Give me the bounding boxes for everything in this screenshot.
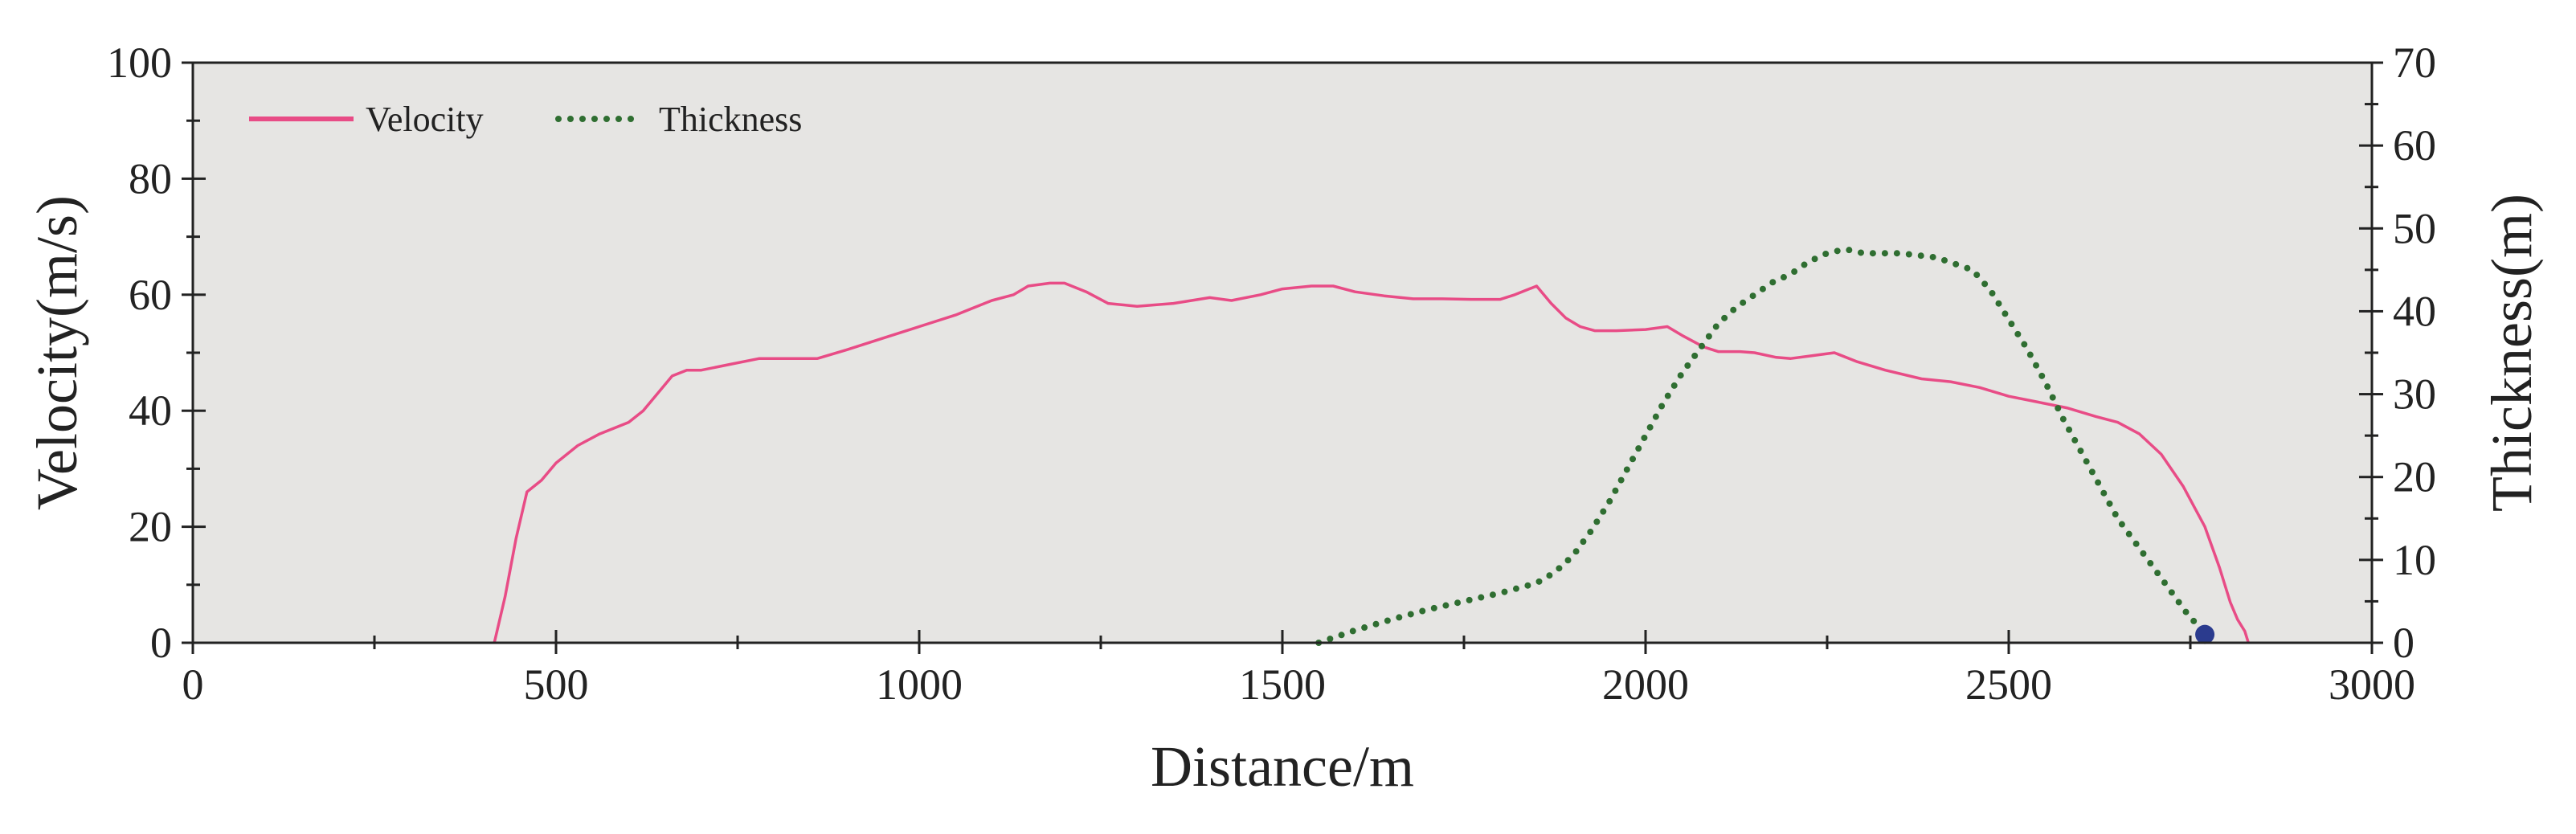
y-tick-label: 40 (129, 386, 172, 435)
x-tick-label: 2000 (1602, 660, 1689, 709)
y2-tick-label: 20 (2393, 453, 2436, 501)
x-tick-label: 500 (524, 660, 589, 709)
y2-tick-label: 0 (2393, 619, 2414, 667)
y2-tick-label: 70 (2393, 39, 2436, 87)
y2-tick-label: 60 (2393, 121, 2436, 170)
x-tick-label: 3000 (2329, 660, 2415, 709)
legend-thickness-label: Thickness (659, 100, 802, 139)
tick-labels: 0 500 1000 1500 2000 2500 30000204060801000102… (107, 39, 2436, 709)
y2-tick-label: 10 (2393, 536, 2436, 584)
x-tick-label: 1000 (876, 660, 963, 709)
y2-tick-label: 40 (2393, 287, 2436, 335)
x-tick-label: 1500 (1239, 660, 1326, 709)
y-tick-label: 0 (150, 619, 172, 667)
legend: Velocity Thickness (249, 100, 802, 139)
y2-tick-label: 50 (2393, 204, 2436, 252)
y-tick-label: 20 (129, 503, 172, 551)
x-tick-label: 0 (182, 660, 204, 709)
y-tick-label: 60 (129, 271, 172, 319)
series-velocity-line (493, 281, 2250, 644)
y2-axis-title: Thickness(m) (2480, 194, 2544, 512)
series-layer (493, 246, 2250, 646)
y2-tick-label: 30 (2393, 370, 2436, 419)
y-tick-label: 100 (107, 39, 172, 87)
x-axis-title: Distance/m (1151, 734, 1414, 799)
thickness-end-marker (2195, 624, 2215, 644)
legend-velocity-label: Velocity (366, 100, 484, 139)
y-axis-title: Velocity(m/s) (25, 195, 89, 510)
plot-frame (191, 61, 2374, 644)
series-thickness-line (1315, 246, 2212, 646)
y-tick-label: 80 (129, 154, 172, 202)
x-tick-label: 2500 (1965, 660, 2052, 709)
plot-area (193, 63, 2372, 643)
